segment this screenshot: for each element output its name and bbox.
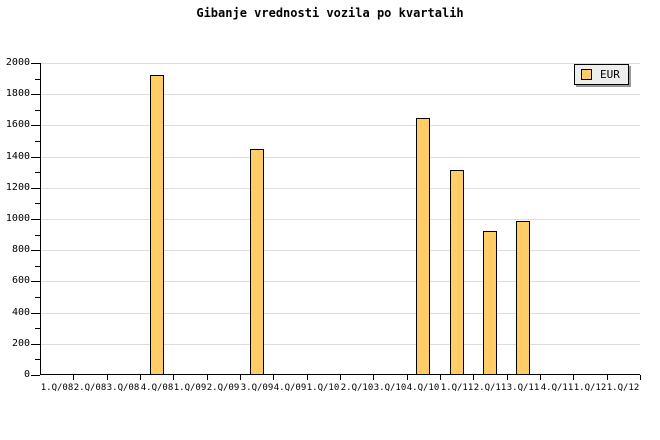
y-tick-major [31, 188, 40, 189]
x-axis-label: 4.Q/11 [540, 383, 574, 393]
y-tick-major [31, 313, 40, 314]
x-tick [540, 375, 541, 380]
y-axis-label: 600 [11, 275, 30, 286]
x-tick [473, 375, 474, 380]
x-tick [407, 375, 408, 380]
y-gridline [41, 63, 640, 64]
x-axis-label: 2.Q/09 [206, 383, 240, 393]
y-tick-major [31, 281, 40, 282]
x-tick [107, 375, 108, 380]
y-gridline [41, 344, 640, 345]
y-gridline [41, 157, 640, 158]
x-axis-label: 1.Q/08 [40, 383, 74, 393]
x-tick [607, 375, 608, 380]
x-tick [73, 375, 74, 380]
x-axis-label: 2.Q/10 [340, 383, 374, 393]
x-axis-label: 1.Q/10 [306, 383, 340, 393]
x-tick [307, 375, 308, 380]
y-tick-minor [35, 359, 40, 360]
y-tick-minor [35, 328, 40, 329]
x-tick [273, 375, 274, 380]
bar-1.Q/11 [450, 170, 464, 375]
x-tick [373, 375, 374, 380]
y-axis-label: 1600 [5, 119, 30, 130]
x-axis-label: 3.Q/11 [506, 383, 540, 393]
x-axis-label: 1.Q/09 [173, 383, 207, 393]
x-tick [240, 375, 241, 380]
y-gridline [41, 281, 640, 282]
y-axis-label: 200 [11, 338, 30, 349]
chart-title: Gibanje vrednosti vozila po kvartalih [196, 6, 464, 20]
y-axis-label: 800 [11, 244, 30, 255]
y-tick-major [31, 94, 40, 95]
y-tick-major [31, 125, 40, 126]
y-gridline [41, 125, 640, 126]
legend-swatch-eur [581, 69, 592, 80]
x-tick [440, 375, 441, 380]
y-tick-major [31, 219, 40, 220]
x-axis-label: 4.Q/09 [273, 383, 307, 393]
legend-label: EUR [600, 68, 620, 81]
x-axis-label: 3.Q/10 [373, 383, 407, 393]
x-axis-label: 2.Q/11 [473, 383, 507, 393]
x-tick [640, 375, 641, 380]
y-gridline [41, 94, 640, 95]
bar-3.Q/09 [250, 149, 264, 375]
bar-4.Q/10 [416, 118, 430, 375]
x-axis-label: 2.Q/08 [73, 383, 107, 393]
y-axis-label: 400 [11, 307, 30, 318]
bar-4.Q/08 [150, 75, 164, 375]
y-tick-minor [35, 172, 40, 173]
y-axis-label: 1800 [5, 88, 30, 99]
y-axis-label: 1000 [5, 213, 30, 224]
y-tick-minor [35, 297, 40, 298]
x-tick [207, 375, 208, 380]
y-gridline [41, 219, 640, 220]
x-axis-label: 3.Q/08 [106, 383, 140, 393]
bar-2.Q/11 [483, 231, 497, 375]
x-tick [173, 375, 174, 380]
y-axis-label: 1400 [5, 151, 30, 162]
y-axis-line [40, 63, 41, 375]
y-tick-minor [35, 235, 40, 236]
x-tick [573, 375, 574, 380]
y-tick-minor [35, 203, 40, 204]
y-tick-minor [35, 266, 40, 267]
y-tick-minor [35, 79, 40, 80]
y-tick-major [31, 63, 40, 64]
y-axis-label: 1200 [5, 182, 30, 193]
legend: EUR [574, 64, 629, 85]
y-gridline [41, 188, 640, 189]
y-tick-major [31, 375, 40, 376]
y-gridline [41, 313, 640, 314]
y-axis-label: 2000 [5, 57, 30, 68]
y-tick-major [31, 344, 40, 345]
x-tick [507, 375, 508, 380]
x-axis-line [40, 374, 640, 375]
bar-3.Q/11 [516, 221, 530, 375]
x-tick [340, 375, 341, 380]
x-axis-label: 1.Q/12 [606, 383, 640, 393]
y-tick-minor [35, 141, 40, 142]
y-axis-label: 0 [23, 369, 30, 380]
x-axis-label: 4.Q/08 [140, 383, 174, 393]
x-axis-label: 4.Q/10 [406, 383, 440, 393]
y-tick-minor [35, 110, 40, 111]
x-axis-label: 1.Q/11 [440, 383, 474, 393]
y-gridline [41, 250, 640, 251]
y-tick-major [31, 250, 40, 251]
plot-area: 0 200 400 600 800 1000 1200 1400 1600 1800 2000 1.Q… [6, 58, 641, 393]
x-axis-label: 3.Q/09 [240, 383, 274, 393]
x-tick [140, 375, 141, 380]
x-axis-label: 1.Q/12 [573, 383, 607, 393]
y-tick-major [31, 157, 40, 158]
